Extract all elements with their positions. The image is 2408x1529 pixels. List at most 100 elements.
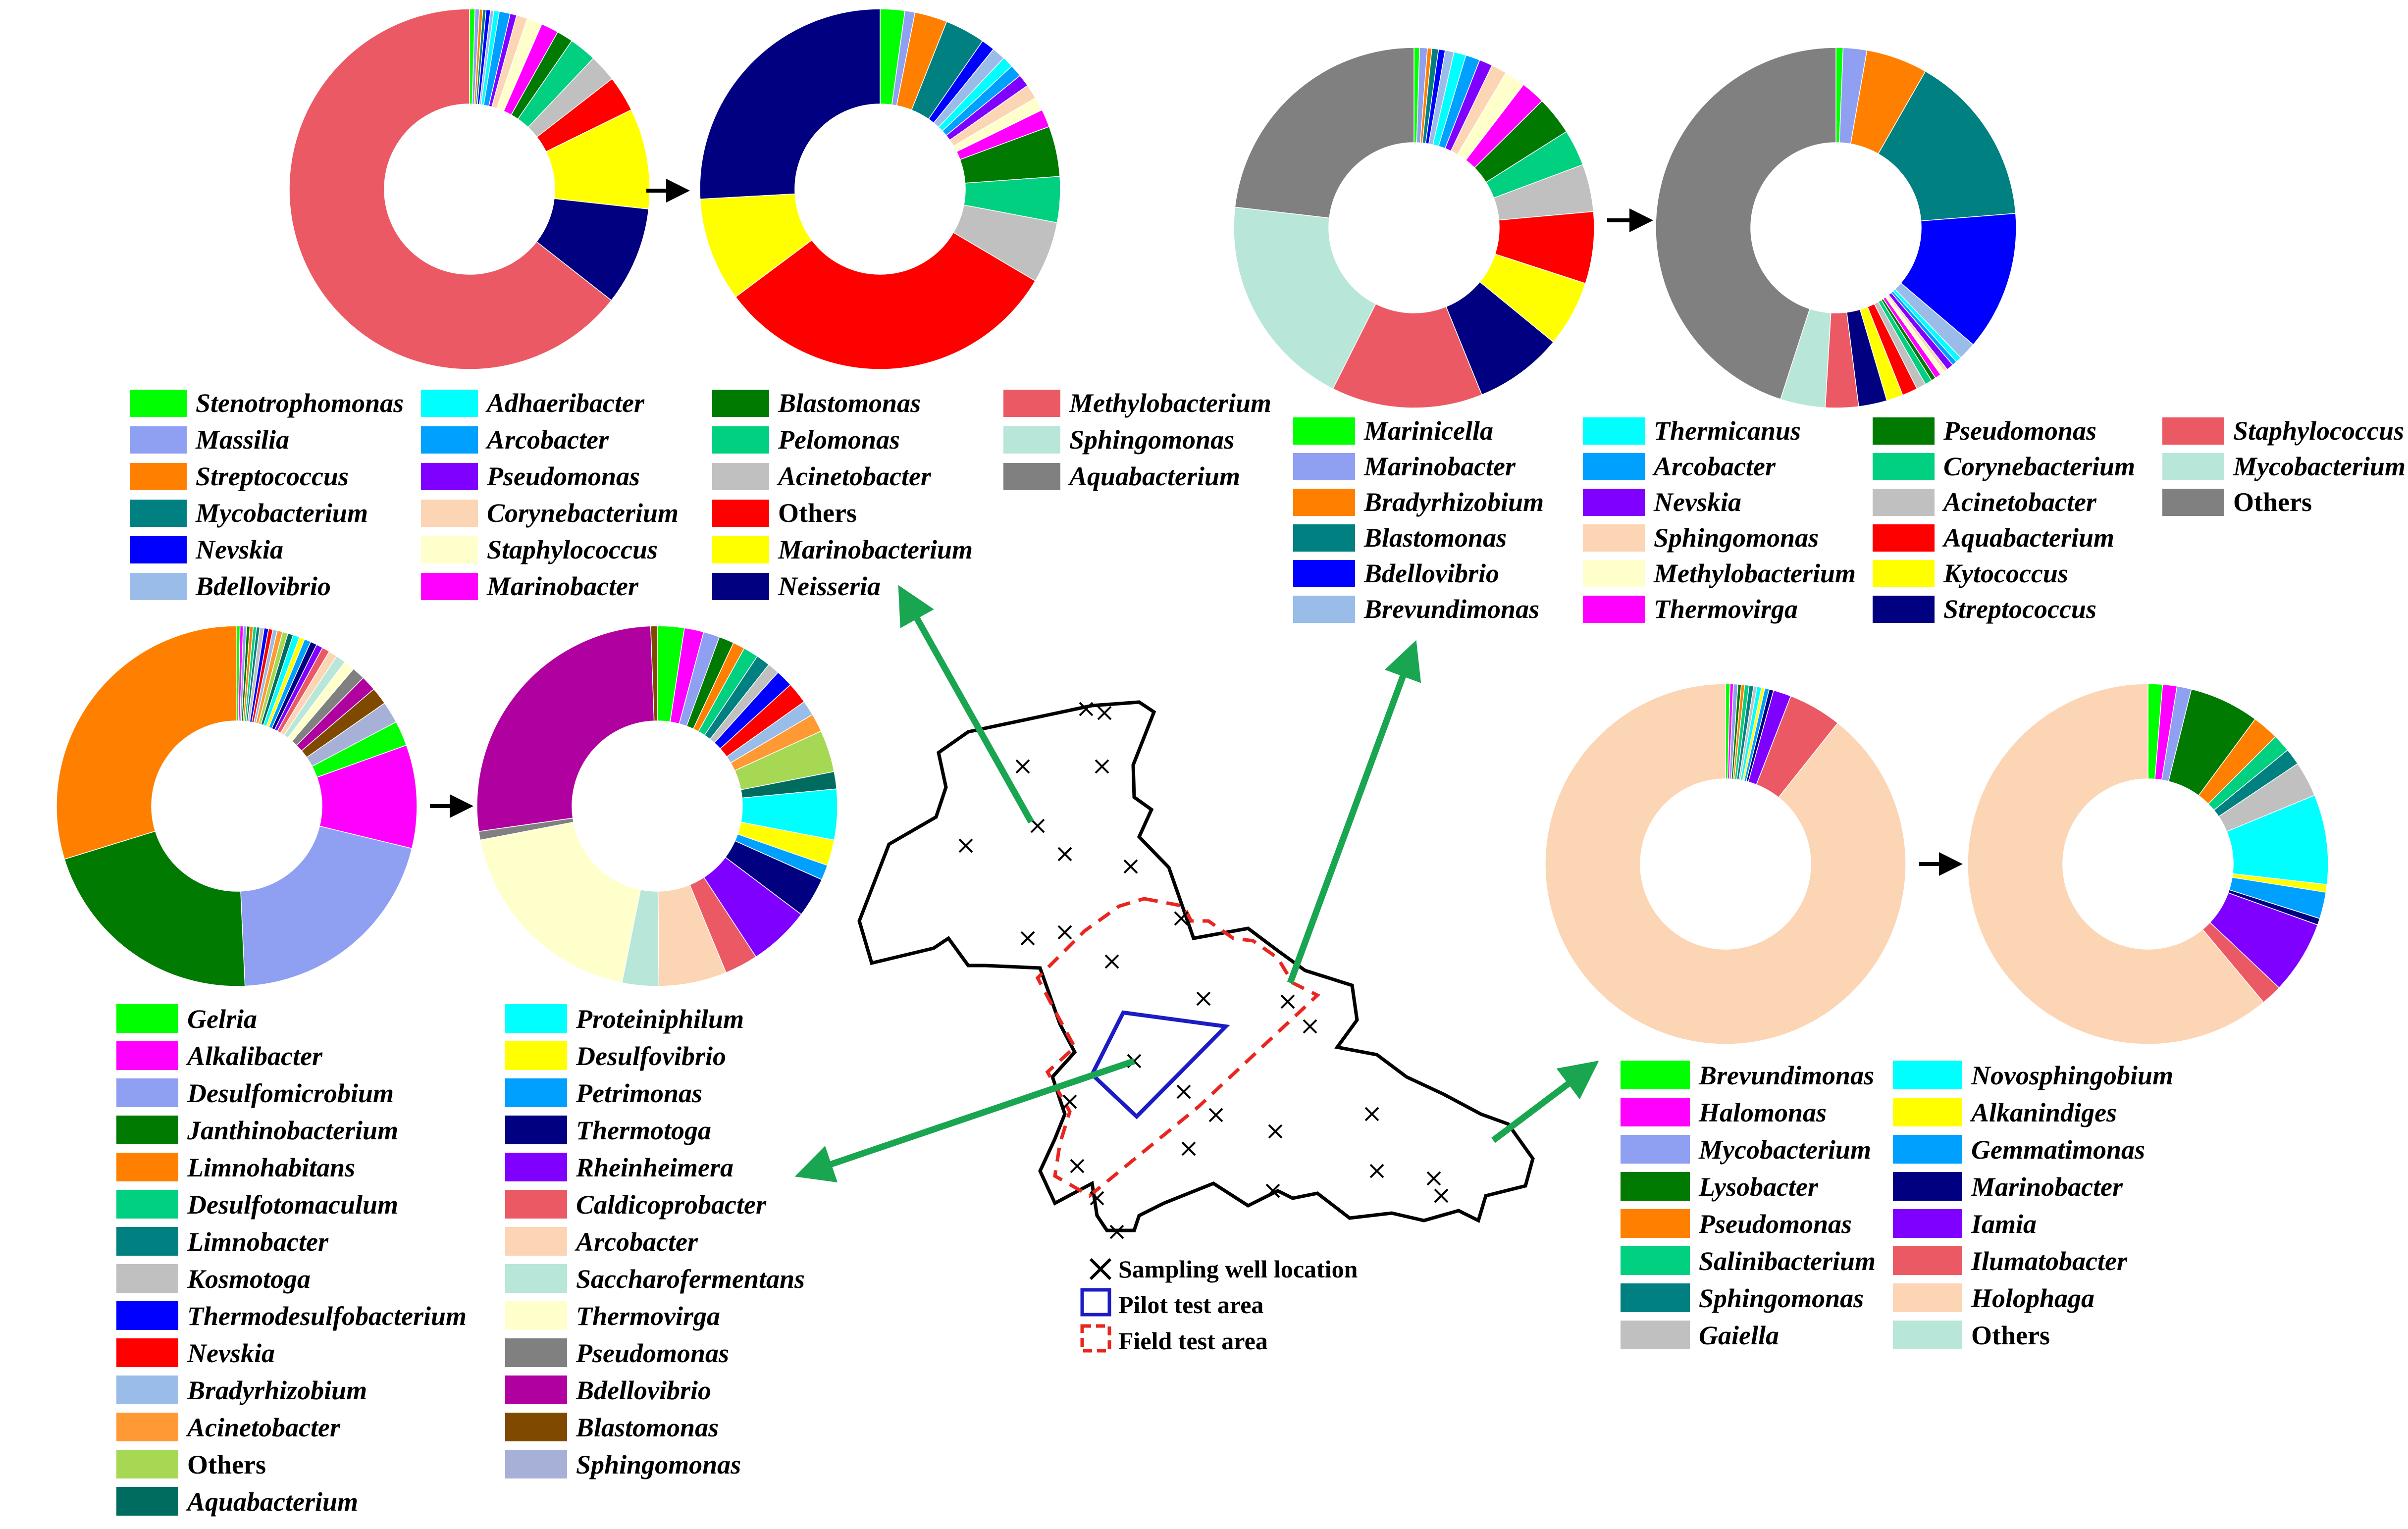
- legend-swatch: [505, 1190, 567, 1219]
- legend-label: Marinicella: [1363, 416, 1493, 446]
- legend-label: Gemmatimonas: [1971, 1135, 2145, 1165]
- legend-swatch: [1873, 596, 1935, 623]
- legend-swatch: [421, 536, 478, 563]
- legend-label: Arcobacter: [1652, 452, 1776, 481]
- legend-swatch: [505, 1078, 567, 1107]
- legend-label: Streptococcus: [1943, 594, 2096, 624]
- legend-label: Bdellovibrio: [576, 1376, 711, 1405]
- donut-top-right-before: [1233, 47, 1595, 408]
- legend-swatch: [505, 1041, 567, 1070]
- legend-swatch: [505, 1004, 567, 1033]
- legend-label: Blastomonas: [576, 1413, 719, 1442]
- legend-swatch: [505, 1264, 567, 1293]
- legend-label: Staphylococcus: [487, 535, 658, 564]
- legend-label: Alkalibacter: [186, 1041, 323, 1071]
- legend-swatch: [130, 390, 187, 417]
- legend-swatch: [1621, 1135, 1690, 1164]
- panel-top-left: Stenotrophomonas Massilia Streptococcus Myc…: [130, 8, 1271, 601]
- legend-swatch: [421, 500, 478, 527]
- pilot-area-symbol: [1080, 1288, 1111, 1317]
- legend-swatch: [1583, 489, 1645, 516]
- legend-swatch: [1893, 1098, 1962, 1126]
- legend-swatch: [116, 1338, 178, 1367]
- donut-slice: [650, 625, 658, 721]
- donut-top-right-after: [1655, 47, 2017, 408]
- sampling-well-marker: [1070, 1159, 1085, 1173]
- legend-label: Thermotoga: [576, 1116, 711, 1145]
- legend-swatch: [2162, 489, 2224, 516]
- legend-label: Brevundimonas: [1698, 1061, 1874, 1090]
- legend-label: Massilia: [195, 425, 289, 455]
- legend-swatch: [1893, 1209, 1962, 1238]
- donut-slice: [1234, 47, 1414, 219]
- donut-slice: [1332, 303, 1482, 408]
- donut-slice: [479, 821, 641, 983]
- legend-label: Desulfomicrobium: [187, 1078, 394, 1108]
- legend-label: Others: [2233, 487, 2312, 517]
- legend-label: Sphingomonas: [1654, 523, 1819, 553]
- legend-label: Holophaga: [1971, 1283, 2094, 1313]
- legend-label: Pseudomonas: [1943, 416, 2096, 446]
- legend-swatch: [1583, 524, 1645, 552]
- legend-label: Pelomonas: [778, 425, 900, 455]
- donut-top-left-before: [289, 8, 650, 370]
- legend-swatch: [712, 573, 769, 600]
- donut-middle-right-before: [1545, 683, 1906, 1045]
- legend-swatch: [1583, 596, 1645, 623]
- sampling-well-marker: [1426, 1171, 1441, 1186]
- legend-label: Mycobacterium: [195, 498, 368, 528]
- legend-label: Marinobacter: [1971, 1172, 2123, 1202]
- legend-swatch: [130, 573, 187, 600]
- sampling-well-marker: [958, 838, 973, 853]
- legend-label: Arcobacter: [485, 425, 609, 455]
- sampling-well-marker: [1280, 994, 1295, 1009]
- donut-slice: [1900, 213, 2017, 346]
- legend-swatch: [505, 1116, 567, 1144]
- donut-slice: [1655, 47, 1836, 400]
- donut-middle-left-before: [56, 625, 418, 987]
- sampling-well-symbol: [1089, 1258, 1112, 1280]
- legend-label: Streptococcus: [196, 461, 349, 491]
- sampling-well-marker: [1176, 1084, 1191, 1099]
- legend-swatch: [1003, 390, 1060, 417]
- legend-swatch: [421, 390, 478, 417]
- legend-swatch: [116, 1227, 178, 1256]
- legend-swatch: [116, 1487, 178, 1516]
- legend-swatch: [2162, 453, 2224, 480]
- arrow-to-middle-right: [1491, 1061, 1599, 1143]
- legend-label: Others: [187, 1450, 266, 1479]
- sampling-well-marker: [1265, 1183, 1280, 1198]
- legend-swatch: [1893, 1135, 1962, 1164]
- legend-swatch: [1893, 1246, 1962, 1275]
- legend-swatch: [116, 1078, 178, 1107]
- sampling-well-marker: [1057, 847, 1072, 862]
- legend-label: Aquabacterium: [1942, 523, 2114, 553]
- legend-swatch: [421, 463, 478, 490]
- donut-slice: [56, 625, 237, 860]
- donut-slice: [699, 8, 881, 200]
- arrow-to-top-left: [898, 585, 1034, 824]
- legend-swatch: [1621, 1283, 1690, 1312]
- donut-slice: [1233, 206, 1376, 390]
- legend-swatch: [116, 1301, 178, 1330]
- legend-swatch: [712, 536, 769, 563]
- legend-label: Bdellovibrio: [195, 571, 331, 601]
- legend-swatch: [1893, 1061, 1962, 1089]
- panel-top-right: Marinicella Marinobacter Bradyrhizobium Bla…: [1233, 47, 2406, 624]
- legend-label: Mycobacterium: [1698, 1135, 1871, 1165]
- legend-label: Staphylococcus: [2233, 416, 2404, 446]
- legend-label: Pseudomonas: [486, 461, 640, 491]
- legend-label: Limnohabitans: [187, 1153, 355, 1182]
- legend-swatch: [505, 1450, 567, 1478]
- sampling-well-marker: [1057, 925, 1072, 940]
- legend-swatch: [116, 1041, 178, 1070]
- legend-swatch: [116, 1376, 178, 1404]
- legend-label: Stenotrophomonas: [196, 388, 404, 418]
- donut-slice: [289, 8, 612, 370]
- map-legend-sampling-well: Sampling well location: [1118, 1255, 1358, 1283]
- legend-swatch: [1873, 524, 1935, 552]
- sampling-wells: [958, 702, 1449, 1239]
- legend-label: Thermovirga: [1654, 594, 1798, 624]
- legend-label: Proteiniphilum: [576, 1004, 744, 1034]
